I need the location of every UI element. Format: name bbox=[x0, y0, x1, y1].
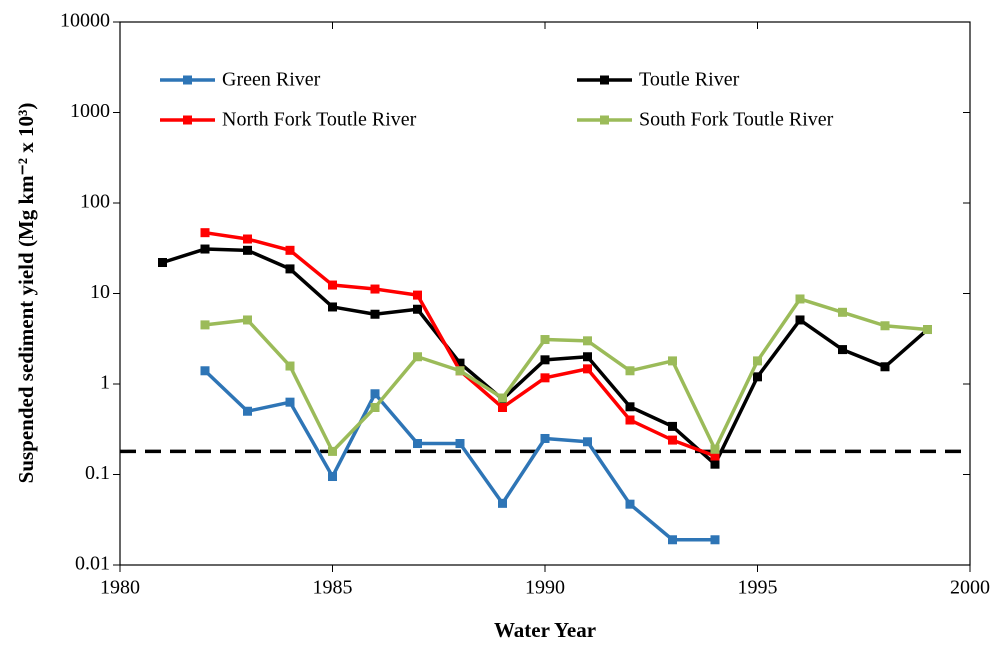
x-tick-label: 1980 bbox=[100, 577, 140, 599]
series-marker bbox=[583, 352, 592, 362]
y-tick-label: 0.1 bbox=[85, 462, 110, 484]
series-marker bbox=[328, 302, 337, 312]
series-marker bbox=[880, 362, 890, 372]
legend-marker bbox=[183, 75, 192, 85]
series-marker bbox=[540, 335, 550, 345]
series-marker bbox=[413, 439, 422, 449]
legend-marker bbox=[600, 75, 609, 85]
series-marker bbox=[498, 402, 507, 412]
y-tick-label: 0.01 bbox=[75, 553, 110, 575]
x-tick-label: 1985 bbox=[313, 577, 353, 599]
series-marker bbox=[583, 336, 592, 346]
series-marker bbox=[753, 372, 762, 382]
series-marker bbox=[455, 366, 465, 376]
series-marker bbox=[880, 321, 890, 331]
series-marker bbox=[583, 437, 592, 447]
series-marker bbox=[413, 304, 422, 314]
series-marker bbox=[753, 356, 762, 366]
series-marker bbox=[795, 315, 805, 325]
series-marker bbox=[540, 433, 550, 443]
series-marker bbox=[413, 290, 422, 300]
series-marker bbox=[498, 498, 507, 508]
series-marker bbox=[583, 364, 592, 374]
series-marker bbox=[243, 406, 252, 416]
series-marker bbox=[455, 358, 465, 368]
x-tick-label: 1995 bbox=[738, 577, 778, 599]
series-marker bbox=[923, 325, 932, 335]
series-marker bbox=[625, 402, 635, 412]
legend-marker bbox=[183, 115, 192, 125]
series-line bbox=[203, 369, 715, 542]
series-marker bbox=[710, 535, 720, 545]
series-marker bbox=[413, 352, 422, 362]
y-tick-label: 10000 bbox=[60, 10, 110, 32]
legend-label: Toutle River bbox=[639, 69, 740, 91]
series-marker bbox=[668, 435, 677, 445]
legend-label: South Fork Toutle River bbox=[639, 109, 834, 131]
series-marker bbox=[328, 446, 337, 456]
series-marker bbox=[540, 355, 550, 365]
series-marker bbox=[668, 421, 677, 431]
series-marker bbox=[285, 264, 295, 274]
plot-frame bbox=[119, 21, 971, 566]
y-tick-label: 1000 bbox=[70, 100, 110, 122]
series-marker bbox=[285, 245, 295, 255]
legend-label: Green River bbox=[222, 69, 321, 91]
x-tick-label: 1990 bbox=[525, 577, 565, 599]
legend-label: North Fork Toutle River bbox=[222, 109, 417, 131]
series-marker bbox=[795, 294, 805, 304]
series-marker bbox=[200, 244, 210, 254]
y-tick-label: 1 bbox=[100, 372, 110, 394]
series-marker bbox=[838, 307, 847, 317]
series-line bbox=[204, 297, 928, 454]
y-tick-label: 100 bbox=[80, 191, 110, 213]
series-marker bbox=[200, 320, 210, 330]
series-marker bbox=[668, 535, 677, 545]
series-marker bbox=[243, 315, 252, 325]
series-marker bbox=[838, 345, 847, 355]
series-marker bbox=[158, 258, 167, 268]
series-marker bbox=[710, 451, 720, 461]
series-marker bbox=[498, 393, 507, 403]
series-marker bbox=[710, 444, 720, 454]
series-marker bbox=[285, 361, 295, 371]
series-marker bbox=[243, 245, 252, 255]
series-marker bbox=[370, 309, 380, 319]
series-marker bbox=[200, 228, 210, 238]
series-marker bbox=[328, 280, 337, 290]
series-marker bbox=[285, 397, 295, 407]
y-axis-title: Suspended sediment yield (Mg km⁻² x 10³) bbox=[14, 103, 38, 484]
series-marker bbox=[625, 366, 635, 376]
series-marker bbox=[540, 373, 550, 383]
series-marker bbox=[370, 284, 380, 294]
legend-marker bbox=[600, 115, 609, 125]
x-axis-title: Water Year bbox=[494, 618, 596, 642]
series-marker bbox=[668, 356, 677, 366]
series-marker bbox=[625, 415, 635, 425]
series-marker bbox=[710, 459, 720, 469]
series-marker bbox=[328, 472, 337, 482]
y-tick-label: 10 bbox=[90, 281, 110, 303]
series-marker bbox=[455, 439, 465, 449]
series-marker bbox=[625, 499, 635, 509]
series-marker bbox=[370, 402, 380, 412]
x-tick-label: 2000 bbox=[950, 577, 990, 599]
series-marker bbox=[370, 389, 380, 399]
series-marker bbox=[200, 366, 210, 376]
series-marker bbox=[243, 234, 252, 244]
